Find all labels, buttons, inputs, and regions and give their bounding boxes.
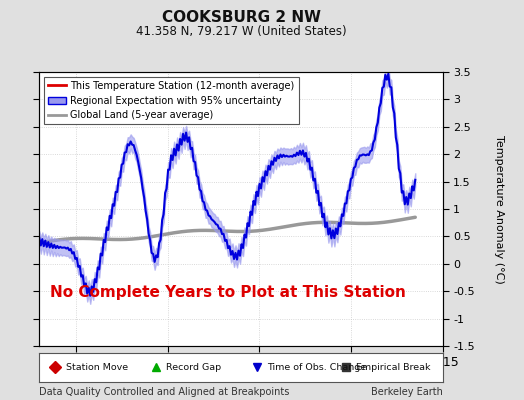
Text: 41.358 N, 79.217 W (United States): 41.358 N, 79.217 W (United States): [136, 25, 346, 38]
Text: Record Gap: Record Gap: [167, 362, 222, 372]
Y-axis label: Temperature Anomaly (°C): Temperature Anomaly (°C): [494, 135, 504, 283]
Text: Berkeley Earth: Berkeley Earth: [371, 387, 443, 397]
Text: COOKSBURG 2 NW: COOKSBURG 2 NW: [161, 10, 321, 25]
Legend: This Temperature Station (12-month average), Regional Expectation with 95% uncer: This Temperature Station (12-month avera…: [44, 77, 299, 124]
Text: No Complete Years to Plot at This Station: No Complete Years to Plot at This Statio…: [50, 285, 406, 300]
Text: Time of Obs. Change: Time of Obs. Change: [267, 362, 366, 372]
Text: Station Move: Station Move: [66, 362, 128, 372]
Text: Data Quality Controlled and Aligned at Breakpoints: Data Quality Controlled and Aligned at B…: [39, 387, 290, 397]
Text: Empirical Break: Empirical Break: [356, 362, 431, 372]
